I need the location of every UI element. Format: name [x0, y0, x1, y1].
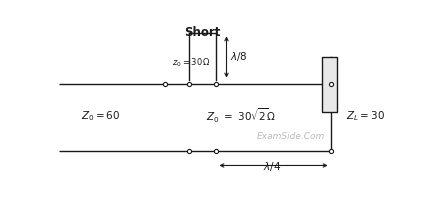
Bar [189, 33, 216, 80]
Text: ExamSide.Com: ExamSide.Com [256, 132, 325, 141]
Text: $\lambda/4$: $\lambda/4$ [263, 161, 281, 174]
Bar [322, 57, 338, 112]
Text: $Z_L=30$: $Z_L=30$ [346, 109, 384, 123]
Text: $Z_0=60$: $Z_0=60$ [81, 109, 120, 123]
Text: $Z_0\ =\ 30\sqrt{2}\Omega$: $Z_0\ =\ 30\sqrt{2}\Omega$ [206, 107, 276, 125]
Text: Short: Short [185, 26, 221, 39]
Text: $\lambda/8$: $\lambda/8$ [230, 50, 248, 63]
Text: $z_0=30\,\Omega$: $z_0=30\,\Omega$ [172, 56, 211, 69]
